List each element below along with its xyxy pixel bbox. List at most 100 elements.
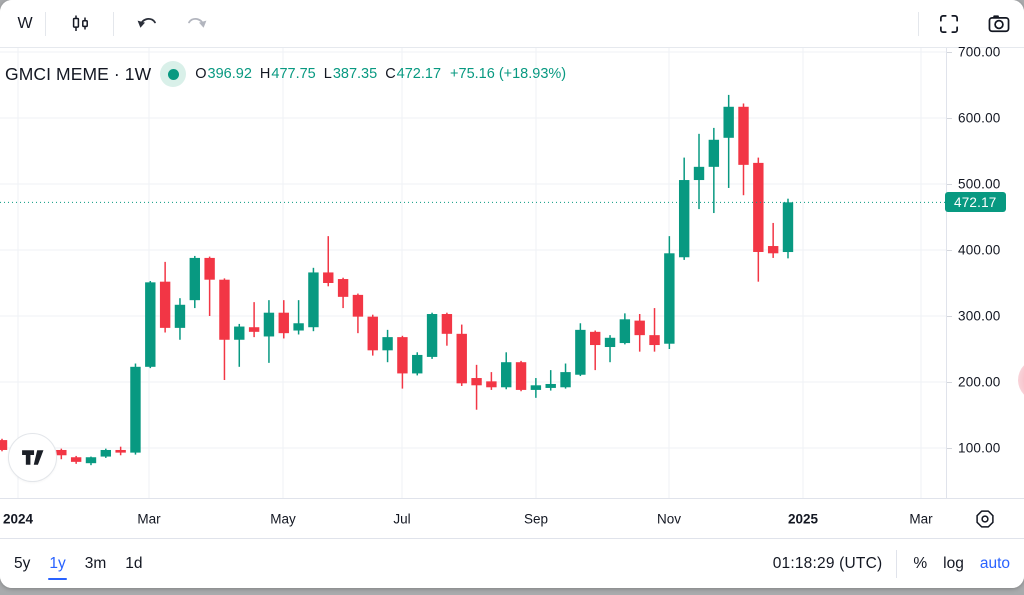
candle-body bbox=[263, 312, 275, 337]
fullscreen-icon bbox=[936, 11, 962, 37]
scale-button-log[interactable]: log bbox=[943, 555, 964, 572]
candle-body bbox=[545, 383, 556, 388]
candle-body bbox=[693, 166, 705, 181]
candle-body bbox=[678, 180, 690, 258]
chart-plot-area[interactable]: GMCI MEME · 1W O396.92 H477.75 L387.35 C472… bbox=[0, 48, 946, 498]
price-axis-tick bbox=[947, 448, 952, 449]
screenshot-button[interactable] bbox=[987, 12, 1011, 36]
time-axis-label: Jul bbox=[393, 511, 411, 527]
ohlc-value: 387.35 bbox=[332, 66, 378, 82]
ohlc-letter: C bbox=[385, 66, 396, 82]
price-change: +75.16 (+18.93%) bbox=[450, 66, 567, 82]
bottom-separator bbox=[896, 550, 898, 578]
bottom-toolbar: 5y 1y 3m 1d 01:18:29 (UTC) % log auto bbox=[0, 538, 1024, 588]
time-axis-label: 2025 bbox=[787, 511, 819, 527]
candle-body bbox=[560, 372, 571, 388]
toolbar-separator bbox=[918, 11, 919, 36]
ohlc-letter: H bbox=[259, 66, 271, 82]
candle-body bbox=[575, 329, 586, 375]
ohlc-value: 472.17 bbox=[396, 66, 442, 82]
undo-button[interactable] bbox=[135, 12, 159, 36]
range-button-3m[interactable]: 3m bbox=[84, 555, 107, 572]
chart-style-button[interactable] bbox=[69, 12, 93, 36]
chart-legend: GMCI MEME · 1W O396.92 H477.75 L387.35 C472… bbox=[5, 61, 566, 87]
scale-switcher: % log auto bbox=[913, 555, 1010, 573]
candle-body bbox=[782, 202, 794, 253]
scale-button-percent[interactable]: % bbox=[913, 555, 928, 572]
candle-body bbox=[664, 253, 675, 344]
candle-body bbox=[115, 449, 126, 453]
candle-body bbox=[441, 314, 453, 334]
time-axis-label: 2024 bbox=[2, 511, 34, 527]
ohlc-segment: H477.75 bbox=[260, 66, 316, 82]
candle-body bbox=[708, 139, 720, 167]
price-axis-tick bbox=[947, 118, 952, 119]
ohlc-letter: O bbox=[195, 66, 207, 82]
price-axis-label: 100.00 bbox=[958, 440, 1001, 456]
candle-body bbox=[323, 272, 334, 283]
candle-body bbox=[56, 449, 67, 456]
interval-button[interactable]: W bbox=[17, 14, 33, 32]
candle-body bbox=[337, 279, 349, 297]
market-status-indicator bbox=[160, 61, 187, 87]
candlestick-chart bbox=[0, 48, 946, 498]
price-axis-tick bbox=[947, 52, 952, 53]
tradingview-logo-icon bbox=[20, 445, 45, 470]
candle-body bbox=[352, 294, 364, 317]
clock[interactable]: 01:18:29 (UTC) bbox=[772, 555, 883, 572]
top-toolbar-right bbox=[918, 11, 1011, 36]
scale-button-auto[interactable]: auto bbox=[979, 555, 1010, 572]
candle-body bbox=[70, 457, 82, 462]
time-axis-label: Mar bbox=[909, 511, 933, 527]
price-axis-tick bbox=[947, 250, 952, 251]
candle-body bbox=[426, 314, 438, 357]
price-axis-label: 700.00 bbox=[958, 44, 1001, 60]
candlestick-style-icon bbox=[69, 12, 93, 36]
gear-icon bbox=[973, 507, 997, 531]
candle-body bbox=[234, 326, 245, 340]
candle-body bbox=[278, 312, 289, 334]
ohlc-segment: O396.92 bbox=[195, 66, 252, 82]
symbol-title[interactable]: GMCI MEME · 1W bbox=[5, 63, 152, 84]
time-axis-label: Mar bbox=[137, 511, 161, 527]
range-button-1d[interactable]: 1d bbox=[125, 555, 143, 572]
axis-settings-button[interactable] bbox=[973, 507, 997, 531]
price-axis-label: 600.00 bbox=[958, 110, 1001, 126]
price-axis-label: 300.00 bbox=[958, 308, 1001, 324]
time-axis-label: Nov bbox=[656, 511, 682, 527]
undo-icon bbox=[135, 12, 159, 36]
price-axis-label: 500.00 bbox=[958, 176, 1001, 192]
candle-body bbox=[85, 457, 97, 464]
candle-body bbox=[634, 320, 645, 336]
date-range-switcher: 5y 1y 3m 1d bbox=[14, 555, 143, 580]
candle-body bbox=[738, 106, 749, 165]
fullscreen-button[interactable] bbox=[937, 12, 961, 36]
toolbar-separator bbox=[113, 11, 114, 36]
candle-body bbox=[515, 362, 527, 390]
range-button-1y[interactable]: 1y bbox=[48, 555, 68, 580]
candle-body bbox=[100, 449, 112, 457]
time-axis[interactable]: 2024 Mar May Jul Sep Nov 2025 Mar bbox=[0, 498, 1024, 539]
toolbar-separator bbox=[45, 11, 46, 36]
candle-body bbox=[471, 378, 482, 386]
ohlc-values: O396.92 H477.75 L387.35 C472.17 bbox=[195, 66, 441, 82]
tradingview-logo[interactable] bbox=[8, 433, 57, 482]
candle-body bbox=[397, 337, 408, 374]
candle-body bbox=[308, 272, 319, 328]
ohlc-segment: L387.35 bbox=[324, 66, 377, 82]
price-axis-label: 200.00 bbox=[958, 374, 1001, 390]
candle-body bbox=[174, 304, 186, 328]
candle-body bbox=[130, 366, 141, 453]
candle-body bbox=[649, 335, 660, 346]
candle-body bbox=[604, 337, 616, 348]
candle-body bbox=[219, 279, 230, 340]
candle-body bbox=[159, 281, 171, 328]
range-button-5y[interactable]: 5y bbox=[14, 555, 31, 572]
candle-body bbox=[412, 354, 423, 374]
price-axis-tick bbox=[947, 184, 952, 185]
ohlc-value: 477.75 bbox=[271, 66, 316, 82]
redo-button[interactable] bbox=[185, 12, 209, 36]
price-axis[interactable]: 472.17 700.00 600.00 500.00 400.00 300.00 200… bbox=[945, 44, 1024, 538]
time-axis-label: May bbox=[270, 511, 296, 527]
price-axis-tick bbox=[947, 316, 952, 317]
